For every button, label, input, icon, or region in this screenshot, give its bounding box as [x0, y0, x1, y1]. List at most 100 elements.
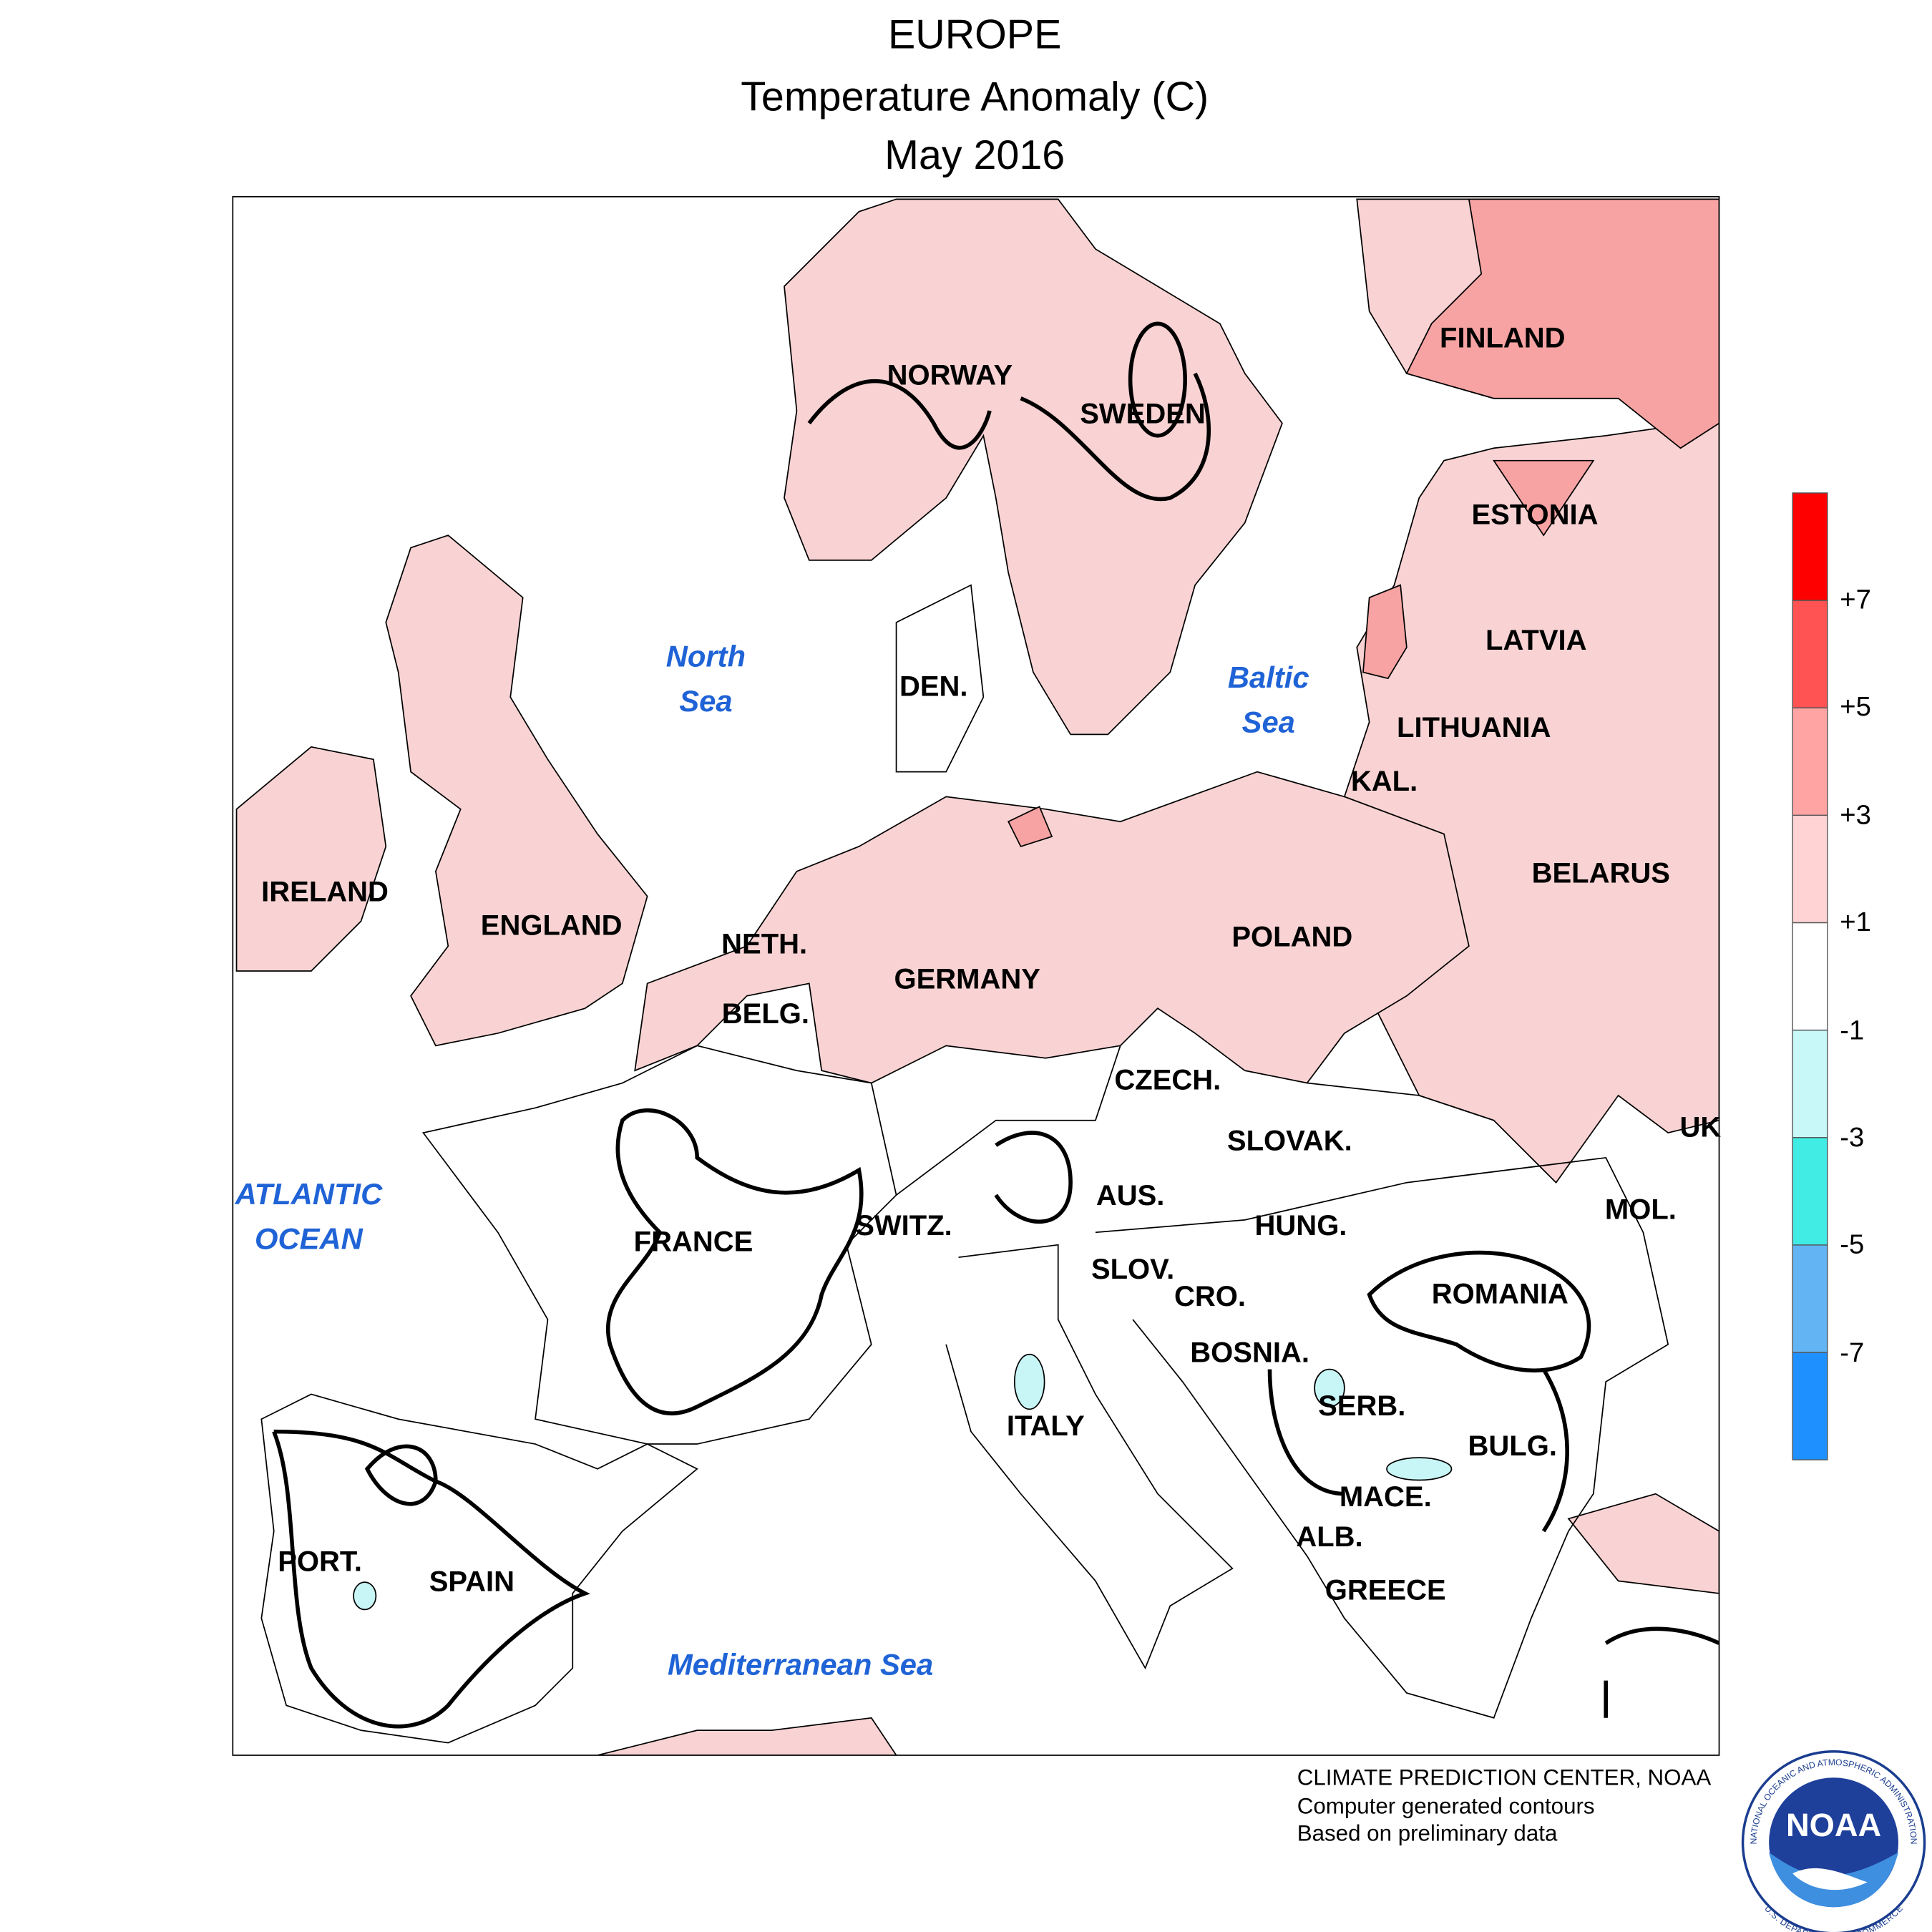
contour — [1367, 1250, 1591, 1372]
contour — [1604, 1626, 1719, 1718]
country-label: ROMANIA — [1432, 1279, 1568, 1310]
country-label: KAL. — [1351, 766, 1418, 797]
cool-area — [1314, 1368, 1345, 1407]
color-legend: +7 +5 +3 +1 -1 -3 -5 -7 — [1792, 492, 1871, 1460]
anomaly-area — [784, 198, 1283, 736]
country-label: MOL. — [1605, 1194, 1677, 1225]
title-period: May 2016 — [884, 132, 1065, 178]
contour — [364, 1444, 438, 1506]
country-label: BOSNIA. — [1190, 1337, 1309, 1368]
noaa-logo: NOAA NATIONAL OCEANIC AND ATMOSPHERIC AD… — [1741, 1750, 1926, 1932]
country-label: BELG. — [722, 998, 809, 1030]
country-label: MACE. — [1340, 1481, 1432, 1513]
contour — [1020, 372, 1211, 502]
contour — [606, 1108, 864, 1415]
legend-tick: +1 — [1840, 907, 1871, 937]
sea-label: ATLANTIC — [235, 1177, 383, 1211]
country-labels: NORWAY SWEDEN FINLAND ESTONIA LATVIA LIT… — [261, 322, 1721, 1606]
sea-label: OCEAN — [255, 1222, 364, 1256]
legend-swatch — [1792, 1137, 1828, 1246]
legend-tick: -3 — [1840, 1122, 1864, 1153]
contour — [1128, 321, 1187, 438]
legend-swatch — [1792, 1029, 1828, 1138]
country-label: CRO. — [1174, 1281, 1246, 1312]
legend-swatch — [1792, 814, 1828, 924]
country-label: BELARUS — [1532, 858, 1670, 889]
legend-tick: -5 — [1840, 1229, 1864, 1260]
anomaly-area — [385, 535, 648, 1047]
anomaly-area — [1567, 1493, 1719, 1594]
country-label: SERB. — [1318, 1390, 1405, 1422]
country-label: SLOV. — [1091, 1254, 1174, 1285]
sea-label: Sea — [1242, 706, 1295, 739]
coastline — [260, 1393, 698, 1744]
coastline — [1095, 1156, 1669, 1719]
credit-line: Computer generated contours — [1297, 1793, 1595, 1818]
contour — [807, 379, 992, 450]
title-region: EUROPE — [888, 11, 1061, 57]
legend-tick: +3 — [1840, 799, 1871, 830]
sea-label: Sea — [679, 684, 732, 718]
legend-swatch — [1792, 922, 1828, 1031]
country-label: CZECH. — [1114, 1064, 1221, 1096]
country-label: LATVIA — [1485, 625, 1586, 656]
anomaly-area — [597, 1717, 897, 1755]
anomaly-area-strong — [1493, 459, 1595, 537]
country-label: FINLAND — [1440, 322, 1566, 353]
sea-label: Mediterranean Sea — [668, 1647, 933, 1681]
country-label: IRELAND — [261, 877, 389, 908]
legend-tick: +7 — [1840, 584, 1871, 615]
map — [233, 196, 1719, 1755]
country-label: SPAIN — [429, 1566, 514, 1597]
country-label: SWITZ. — [855, 1210, 952, 1241]
legend-swatch — [1792, 707, 1828, 816]
legend-swatch — [1792, 492, 1828, 601]
country-label: ESTONIA — [1471, 499, 1598, 531]
country-label: PORT. — [278, 1546, 362, 1578]
country-label: LITHUANIA — [1397, 712, 1551, 743]
coastline — [945, 1244, 1234, 1670]
credit-line: CLIMATE PREDICTION CENTER, NOAA — [1297, 1765, 1712, 1790]
anomaly-area-strong — [1362, 584, 1407, 680]
country-label: ENGLAND — [481, 910, 623, 942]
logo-text: NOAA — [1786, 1807, 1881, 1843]
cool-area — [353, 1581, 377, 1611]
anomaly-area — [634, 771, 1470, 1084]
country-label: GREECE — [1325, 1575, 1446, 1606]
country-label: SWEDEN — [1080, 399, 1206, 430]
contour — [994, 1131, 1073, 1224]
country-label: UK — [1680, 1111, 1722, 1143]
legend-swatch — [1792, 1244, 1828, 1353]
coastline — [895, 584, 985, 773]
legend-tick: -7 — [1840, 1337, 1864, 1368]
legend-swatch — [1792, 1352, 1828, 1460]
country-label: NETH. — [721, 929, 807, 960]
country-label: BULG. — [1468, 1430, 1557, 1462]
country-label: DEN. — [899, 671, 968, 703]
sea-label: North — [666, 639, 746, 673]
country-label: ALB. — [1296, 1521, 1362, 1553]
cool-area — [1386, 1457, 1453, 1481]
coastline — [896, 1045, 1494, 1196]
anomaly-area — [235, 746, 387, 972]
anomaly-area-strong — [1007, 806, 1053, 848]
sea-label: Baltic — [1228, 660, 1309, 694]
map-frame — [232, 196, 1720, 1756]
title-variable: Temperature Anomaly (C) — [741, 74, 1209, 119]
country-label: NORWAY — [887, 360, 1013, 391]
country-label: AUS. — [1096, 1180, 1165, 1211]
legend-swatch — [1792, 600, 1828, 708]
country-label: GERMANY — [894, 963, 1041, 995]
country-label: HUNG. — [1255, 1210, 1347, 1241]
cool-area — [1013, 1353, 1045, 1410]
country-label: POLAND — [1231, 921, 1352, 952]
country-label: SLOVAK. — [1227, 1126, 1352, 1157]
contour — [1267, 1368, 1569, 1533]
legend-tick: -1 — [1840, 1015, 1864, 1045]
legend-tick: +5 — [1840, 691, 1871, 722]
contour — [272, 1429, 590, 1729]
country-label: FRANCE — [634, 1226, 753, 1258]
credit-line: Based on preliminary data — [1297, 1821, 1558, 1846]
